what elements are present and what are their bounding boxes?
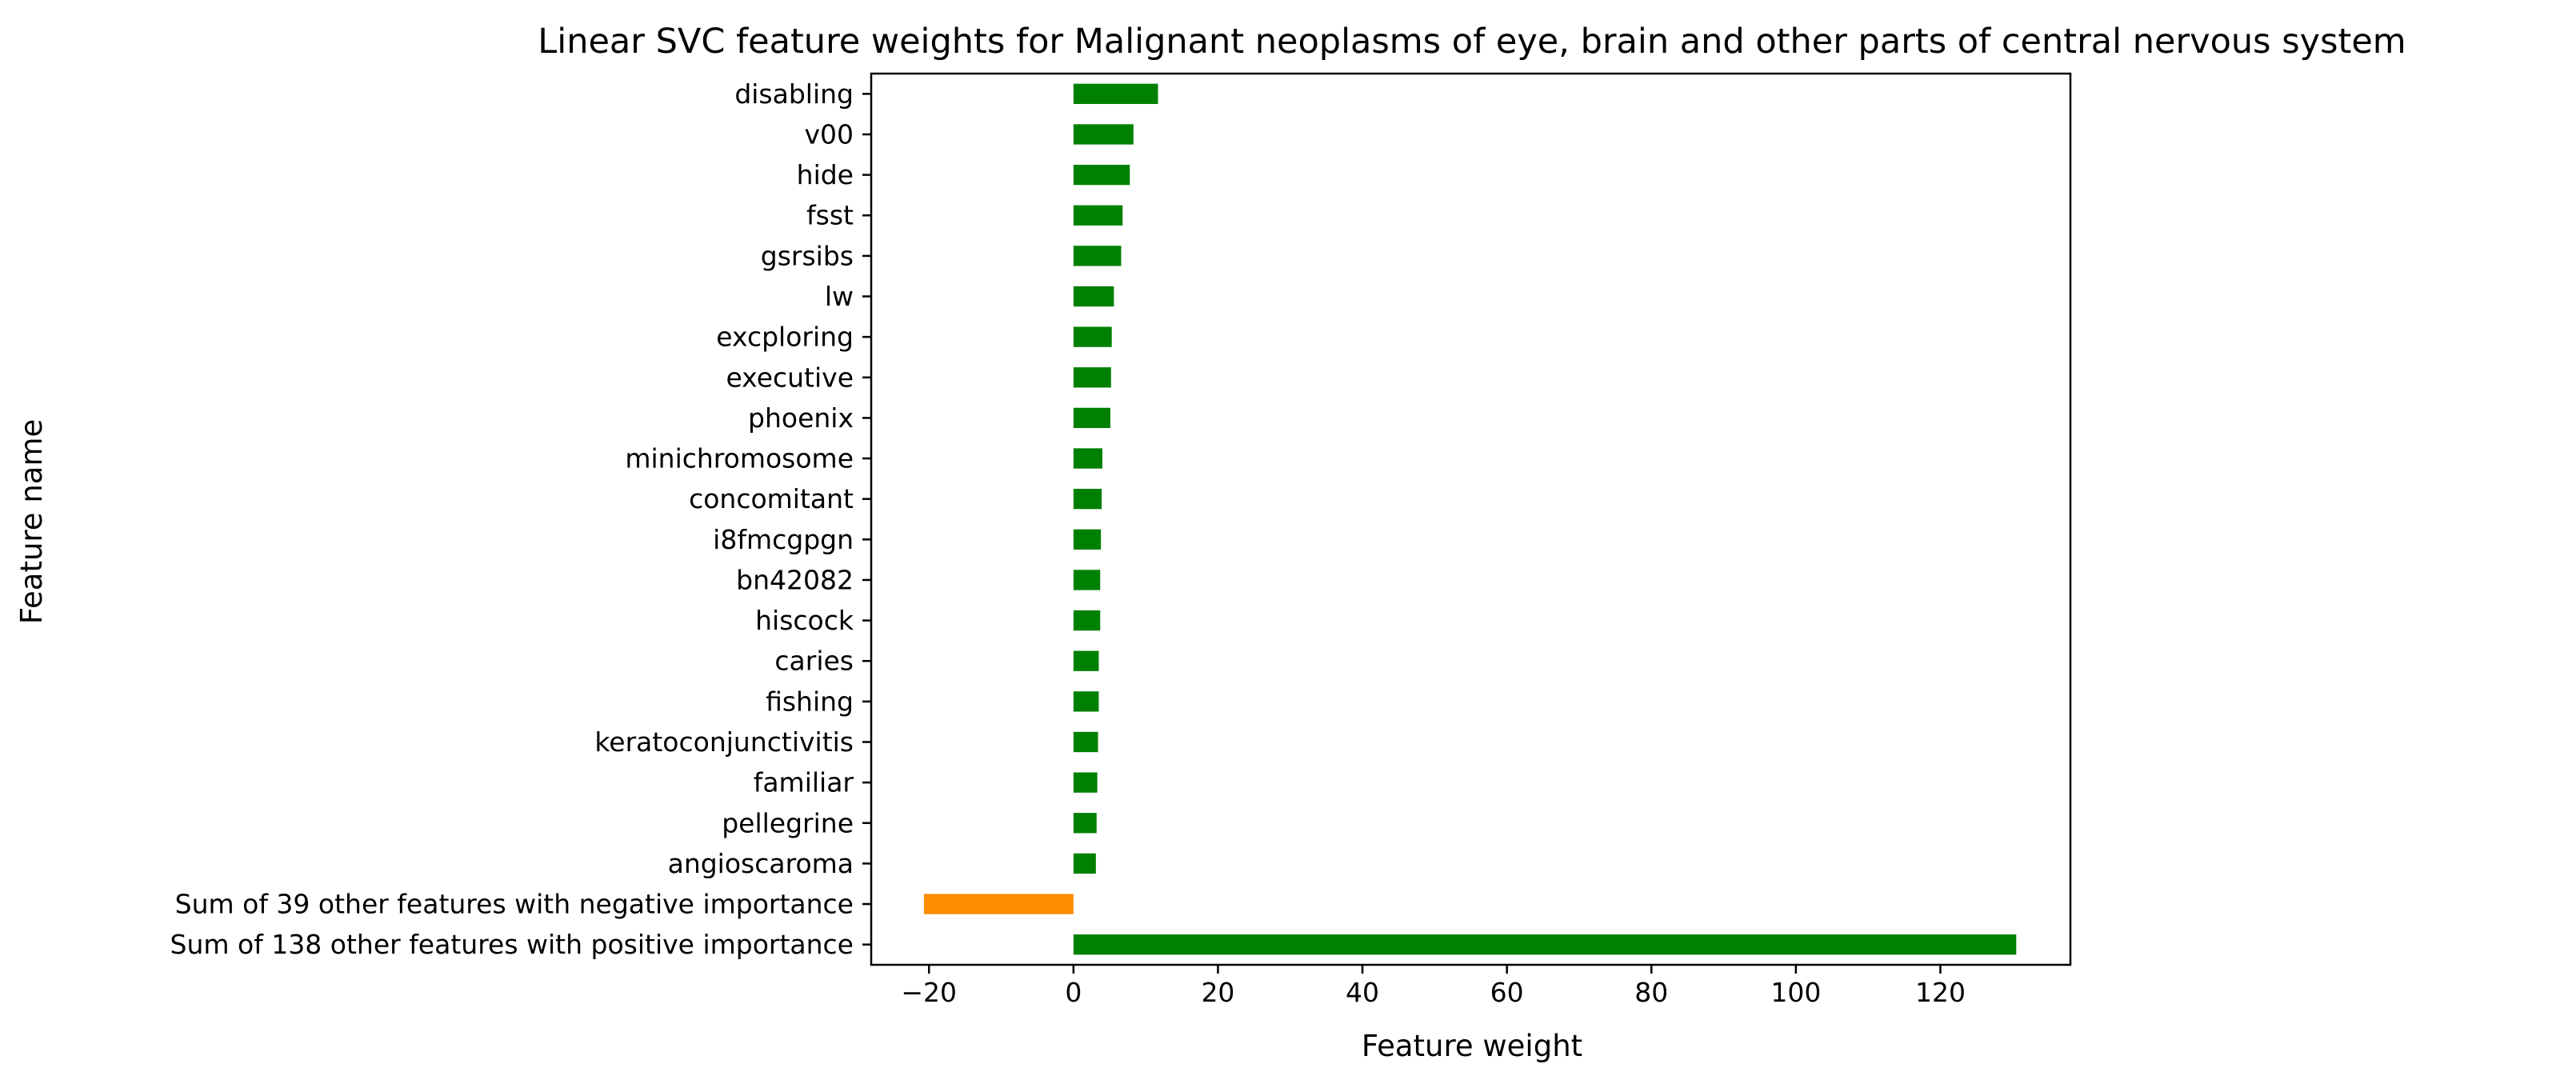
y-tick-label: excploring: [716, 322, 854, 353]
bar: [1073, 83, 1158, 104]
x-tick-label: 120: [1915, 977, 1966, 1008]
bar: [1073, 407, 1110, 429]
bar: [1073, 934, 2017, 955]
y-tick-label: bn42082: [736, 564, 854, 595]
bar: [1073, 529, 1102, 550]
y-tick-label: keratoconjunctivitis: [594, 726, 854, 758]
y-tick-label: pellegrine: [722, 807, 854, 838]
bar: [923, 894, 1074, 914]
y-tick-label: concomitant: [689, 483, 854, 514]
y-tick-label: lw: [825, 281, 854, 312]
plot-frame: [870, 72, 2072, 966]
x-axis-ticks: −20 0 20 40 60 80 100 120: [901, 965, 1966, 1008]
bar: [1073, 813, 1097, 834]
y-tick-label: i8fmcgpgn: [713, 524, 854, 555]
bar: [1073, 570, 1101, 590]
x-tick-label: 40: [1346, 977, 1379, 1008]
y-tick-label: hiscock: [755, 605, 854, 636]
bar: [1073, 286, 1114, 307]
y-tick-label: v00: [804, 118, 854, 150]
bar: [1073, 205, 1123, 226]
y-tick-label: Sum of 138 other features with positive …: [170, 929, 854, 960]
bar: [1073, 448, 1102, 469]
bar: [1073, 367, 1111, 388]
y-tick-label: caries: [774, 646, 854, 677]
x-tick-label: −20: [901, 977, 957, 1008]
y-tick-label: gsrsibs: [761, 240, 854, 271]
bar: [1073, 610, 1101, 631]
bars-layer: [923, 83, 2017, 955]
bar: [1073, 731, 1098, 753]
x-tick-label: 100: [1770, 977, 1821, 1008]
bar: [1073, 691, 1099, 712]
y-tick-label: fishing: [766, 686, 854, 717]
bar: [1073, 326, 1112, 347]
chart-title: Linear SVC feature weights for Malignant…: [538, 22, 2406, 62]
bar: [1073, 772, 1098, 793]
y-tick-label: minichromosome: [625, 443, 854, 474]
y-tick-label: phoenix: [748, 402, 854, 434]
y-tick-label: angioscaroma: [668, 848, 854, 879]
y-axis-title: Feature name: [14, 419, 49, 625]
bar: [1073, 853, 1096, 874]
bar: [1073, 164, 1130, 186]
y-tick-label: Sum of 39 other features with negative i…: [175, 889, 854, 920]
bar: [1073, 246, 1122, 266]
y-tick-label: familiar: [754, 767, 854, 798]
y-tick-label: executive: [726, 362, 854, 393]
x-axis-title: Feature weight: [1362, 1029, 1582, 1063]
y-tick-label: hide: [797, 159, 854, 190]
y-axis-ticks: disabling v00 hide fsst gsrsibs lw excploring e…: [170, 78, 871, 960]
bar: [1073, 124, 1134, 145]
y-tick-label: disabling: [734, 78, 854, 110]
x-tick-label: 60: [1490, 977, 1524, 1008]
x-tick-label: 20: [1201, 977, 1234, 1008]
x-tick-label: 0: [1065, 977, 1082, 1008]
bar: [1073, 650, 1099, 671]
x-tick-label: 80: [1634, 977, 1668, 1008]
y-tick-label: fsst: [806, 200, 854, 231]
bar: [1073, 489, 1102, 510]
